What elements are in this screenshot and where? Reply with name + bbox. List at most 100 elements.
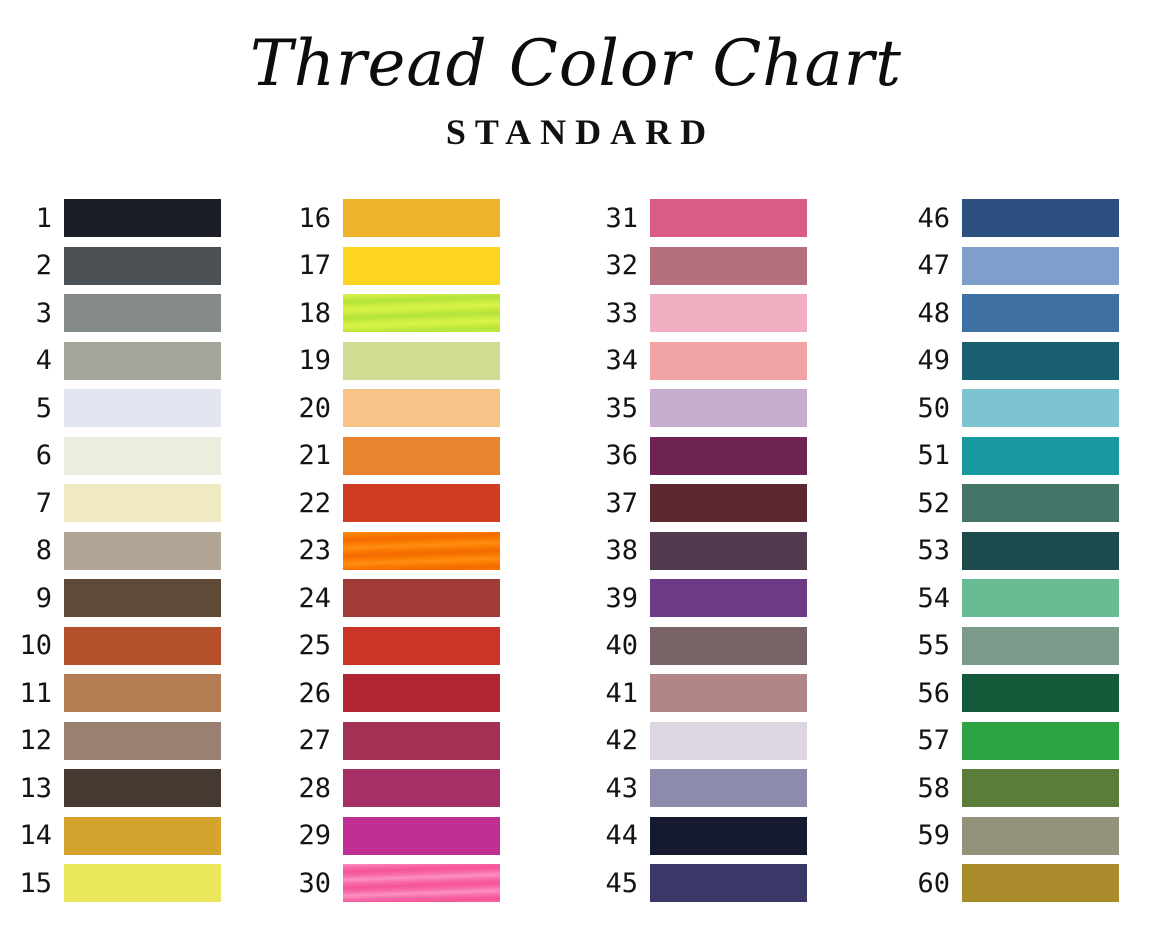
swatch-color: [650, 769, 807, 807]
swatch-number: 23: [298, 535, 331, 566]
swatch-color: [650, 199, 807, 237]
swatch-number: 45: [605, 867, 638, 899]
swatch-row: 47: [902, 246, 1119, 285]
swatch-row: 8: [4, 531, 221, 570]
swatch-number: 55: [917, 630, 950, 661]
swatch-color: [64, 769, 221, 807]
swatch-number: 6: [35, 440, 52, 471]
page-subtitle: STANDARD: [445, 112, 716, 152]
swatch-number: 42: [605, 725, 638, 756]
swatch-number: 34: [605, 345, 638, 376]
swatch-number: 41: [605, 677, 638, 709]
swatch-row: 34: [590, 341, 807, 380]
swatch-row: 7: [4, 484, 221, 522]
swatch-row: 51: [902, 436, 1119, 475]
swatch-color: [64, 484, 221, 522]
swatch-number: 12: [19, 725, 52, 756]
swatch-row: 54: [902, 579, 1119, 617]
swatch-number: 21: [298, 440, 331, 471]
swatch-number: 22: [298, 487, 331, 519]
swatch-color: [650, 294, 807, 332]
swatch-row: 41: [590, 674, 807, 712]
swatch-color: [64, 531, 221, 570]
swatch-color: [343, 484, 500, 522]
swatch-color: [650, 246, 807, 285]
swatch-row: 39: [590, 579, 807, 617]
swatch-color: [962, 579, 1119, 617]
swatch-color: [650, 816, 807, 855]
swatch-number: 2: [35, 250, 52, 281]
swatch-row: 49: [902, 341, 1119, 380]
swatch-color: [962, 674, 1119, 712]
swatch-number: 50: [917, 392, 950, 424]
swatch-row: 14: [4, 816, 221, 855]
swatch-color: [962, 864, 1119, 902]
swatch-row: 35: [590, 389, 807, 427]
swatch-color: [343, 531, 500, 570]
swatch-number: 54: [917, 582, 950, 614]
swatch-color: [64, 816, 221, 855]
swatch-color: [962, 436, 1119, 475]
swatch-color: [64, 199, 221, 237]
swatch-number: 40: [605, 630, 638, 661]
swatch-row: 3: [4, 294, 221, 332]
swatch-color: [343, 579, 500, 617]
swatch-row: 18: [283, 294, 500, 332]
swatch-number: 24: [298, 582, 331, 614]
swatch-color: [343, 246, 500, 285]
swatch-number: 35: [605, 392, 638, 424]
swatch-row: 30: [283, 864, 500, 902]
swatch-color: [64, 341, 221, 380]
swatch-row: 12: [4, 721, 221, 760]
swatch-number: 53: [917, 535, 950, 566]
swatch-number: 37: [605, 487, 638, 519]
swatch-row: 40: [590, 626, 807, 665]
page-title: Thread Color Chart: [250, 27, 902, 101]
swatch-number: 47: [917, 250, 950, 281]
swatch-number: 38: [605, 535, 638, 566]
swatch-number: 30: [298, 867, 331, 899]
swatch-color: [343, 674, 500, 712]
swatch-color: [962, 626, 1119, 665]
swatch-number: 46: [917, 202, 950, 234]
swatch-number: 3: [35, 297, 52, 329]
swatch-row: 23: [283, 531, 500, 570]
swatch-color: [343, 436, 500, 475]
swatch-number: 7: [35, 487, 52, 519]
swatch-number: 48: [917, 297, 950, 329]
swatch-row: 27: [283, 721, 500, 760]
swatch-number: 51: [917, 440, 950, 471]
swatch-number: 14: [19, 820, 52, 851]
swatch-row: 48: [902, 294, 1119, 332]
swatch-number: 18: [298, 297, 331, 329]
swatch-color: [650, 341, 807, 380]
swatch-number: 43: [605, 772, 638, 804]
swatch-number: 32: [605, 250, 638, 281]
swatch-color: [962, 769, 1119, 807]
swatch-number: 60: [917, 867, 950, 899]
swatch-color: [962, 199, 1119, 237]
swatch-row: 44: [590, 816, 807, 855]
swatch-color: [64, 294, 221, 332]
swatch-row: 4: [4, 341, 221, 380]
swatch-color: [64, 579, 221, 617]
swatch-number: 26: [298, 677, 331, 709]
swatch-row: 58: [902, 769, 1119, 807]
swatch-number: 25: [298, 630, 331, 661]
swatch-number: 10: [19, 630, 52, 661]
swatch-color: [962, 484, 1119, 522]
swatch-row: 45: [590, 864, 807, 902]
swatch-number: 59: [917, 820, 950, 851]
swatch-row: 53: [902, 531, 1119, 570]
swatch-row: 28: [283, 769, 500, 807]
swatch-color: [650, 864, 807, 902]
swatch-row: 10: [4, 626, 221, 665]
swatch-color: [962, 531, 1119, 570]
swatch-column-4: 46 47 48 49 50 51 52 53 54 55 56 57 58 59 60: [902, 199, 1119, 902]
swatch-number: 15: [19, 867, 52, 899]
swatch-color: [962, 341, 1119, 380]
swatch-row: 60: [902, 864, 1119, 902]
swatch-number: 16: [298, 202, 331, 234]
swatch-row: 29: [283, 816, 500, 855]
swatch-row: 56: [902, 674, 1119, 712]
